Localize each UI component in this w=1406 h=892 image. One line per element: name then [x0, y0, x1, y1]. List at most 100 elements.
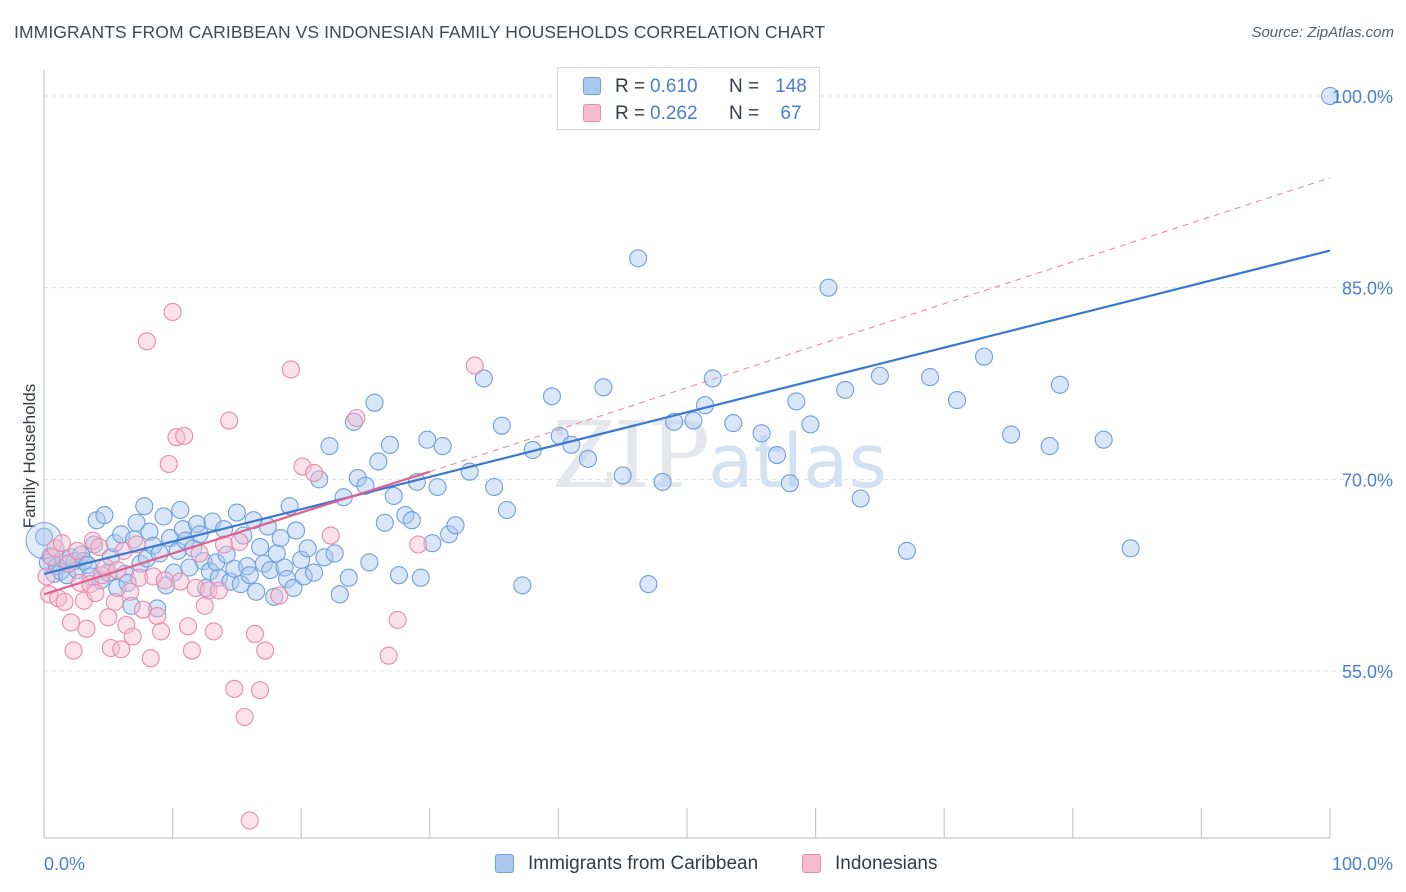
- point-caribbean: [320, 437, 339, 456]
- point-caribbean: [653, 472, 672, 491]
- point-indonesian: [155, 571, 174, 590]
- point-caribbean: [639, 575, 658, 594]
- point-indonesian: [209, 581, 228, 600]
- legend-r-value: 0.262: [650, 103, 698, 124]
- point-indonesian: [55, 592, 74, 612]
- point-caribbean: [423, 534, 442, 553]
- y-tick-label: 70.0%: [1342, 470, 1393, 490]
- point-indonesian: [137, 332, 156, 351]
- point-caribbean: [1320, 86, 1340, 106]
- point-indonesian: [321, 526, 340, 545]
- point-caribbean: [492, 416, 511, 435]
- point-caribbean: [440, 525, 459, 544]
- point-indonesian: [230, 532, 249, 551]
- point-indonesian: [117, 615, 136, 635]
- legend-n-value: 67: [780, 103, 802, 124]
- point-caribbean: [851, 489, 870, 508]
- point-indonesian: [409, 535, 428, 554]
- tick-labels: 55.0% 70.0% 85.0% 100.0% 0.0% 100.0%: [44, 87, 1393, 874]
- point-caribbean: [446, 516, 465, 535]
- point-caribbean: [684, 411, 703, 430]
- point-caribbean: [127, 513, 146, 532]
- series-indonesians-points: [37, 302, 484, 830]
- point-indonesian: [182, 641, 201, 660]
- point-caribbean: [95, 506, 114, 525]
- legend-swatch-blue: [495, 854, 514, 873]
- point-caribbean: [122, 596, 141, 615]
- point-caribbean: [1002, 425, 1021, 444]
- point-caribbean: [209, 568, 228, 587]
- point-indonesian: [99, 608, 118, 627]
- point-caribbean: [148, 599, 167, 618]
- point-indonesian: [245, 624, 264, 643]
- point-indonesian: [250, 681, 270, 700]
- point-caribbean: [780, 474, 799, 493]
- point-caribbean-cluster: [25, 522, 63, 560]
- y-tick-label: 100.0%: [1332, 87, 1393, 107]
- point-indonesian: [256, 641, 275, 660]
- point-caribbean: [497, 500, 517, 520]
- point-indonesian: [178, 617, 198, 636]
- point-caribbean: [305, 563, 324, 582]
- point-indonesian: [112, 640, 131, 659]
- point-caribbean: [474, 369, 493, 388]
- point-caribbean: [418, 430, 437, 449]
- point-caribbean: [411, 568, 430, 587]
- point-caribbean: [330, 585, 349, 604]
- trend-lines: [43, 177, 1331, 596]
- point-caribbean: [365, 393, 384, 412]
- point-indonesian: [141, 649, 160, 668]
- point-indonesian: [175, 426, 194, 445]
- point-indonesian: [347, 408, 366, 428]
- point-caribbean: [227, 503, 246, 522]
- point-caribbean: [542, 387, 562, 406]
- point-indonesian: [77, 619, 96, 638]
- point-caribbean: [267, 544, 286, 563]
- point-caribbean: [485, 477, 504, 497]
- legend-swatch-pink: [802, 854, 821, 873]
- watermark-zip: ZIP: [552, 402, 710, 509]
- point-indonesian: [204, 622, 223, 641]
- point-indonesian: [195, 596, 214, 615]
- point-indonesian: [42, 548, 61, 567]
- point-caribbean: [703, 369, 722, 388]
- point-indonesian: [388, 610, 407, 629]
- legend-label-caribbean: Immigrants from Caribbean: [528, 853, 759, 874]
- point-caribbean: [34, 527, 54, 546]
- point-caribbean: [801, 415, 820, 434]
- point-indonesian: [52, 534, 72, 553]
- point-caribbean: [870, 366, 889, 385]
- point-caribbean: [819, 278, 838, 297]
- legend-n-label: N =: [729, 76, 760, 97]
- y-tick-label: 85.0%: [1342, 279, 1393, 299]
- point-indonesian: [144, 567, 163, 586]
- point-indonesian: [163, 302, 182, 321]
- point-caribbean: [389, 566, 408, 585]
- point-caribbean: [836, 380, 855, 399]
- point-indonesian: [148, 607, 167, 626]
- point-caribbean: [921, 368, 940, 387]
- point-indonesian: [105, 592, 124, 612]
- point-caribbean: [613, 466, 632, 485]
- legend-r-value: 0.610: [650, 76, 698, 97]
- point-caribbean: [171, 500, 190, 520]
- point-indonesian: [281, 360, 300, 379]
- point-caribbean: [428, 477, 447, 497]
- point-indonesian: [379, 646, 398, 665]
- point-caribbean: [1094, 430, 1113, 449]
- point-caribbean: [254, 554, 273, 573]
- point-caribbean: [271, 529, 290, 548]
- legend-r-label: R =: [615, 76, 646, 97]
- point-indonesian: [171, 572, 190, 591]
- point-indonesian: [86, 584, 105, 603]
- chart-title: IMMIGRANTS FROM CARIBBEAN VS INDONESIAN …: [14, 22, 826, 42]
- point-indonesian: [159, 454, 178, 474]
- point-caribbean: [287, 521, 306, 540]
- point-indonesian: [37, 567, 56, 586]
- point-caribbean: [284, 578, 303, 597]
- point-caribbean: [339, 568, 358, 587]
- point-caribbean: [369, 452, 388, 471]
- point-indonesian: [270, 586, 289, 605]
- trend-line-caribbean: [43, 249, 1331, 575]
